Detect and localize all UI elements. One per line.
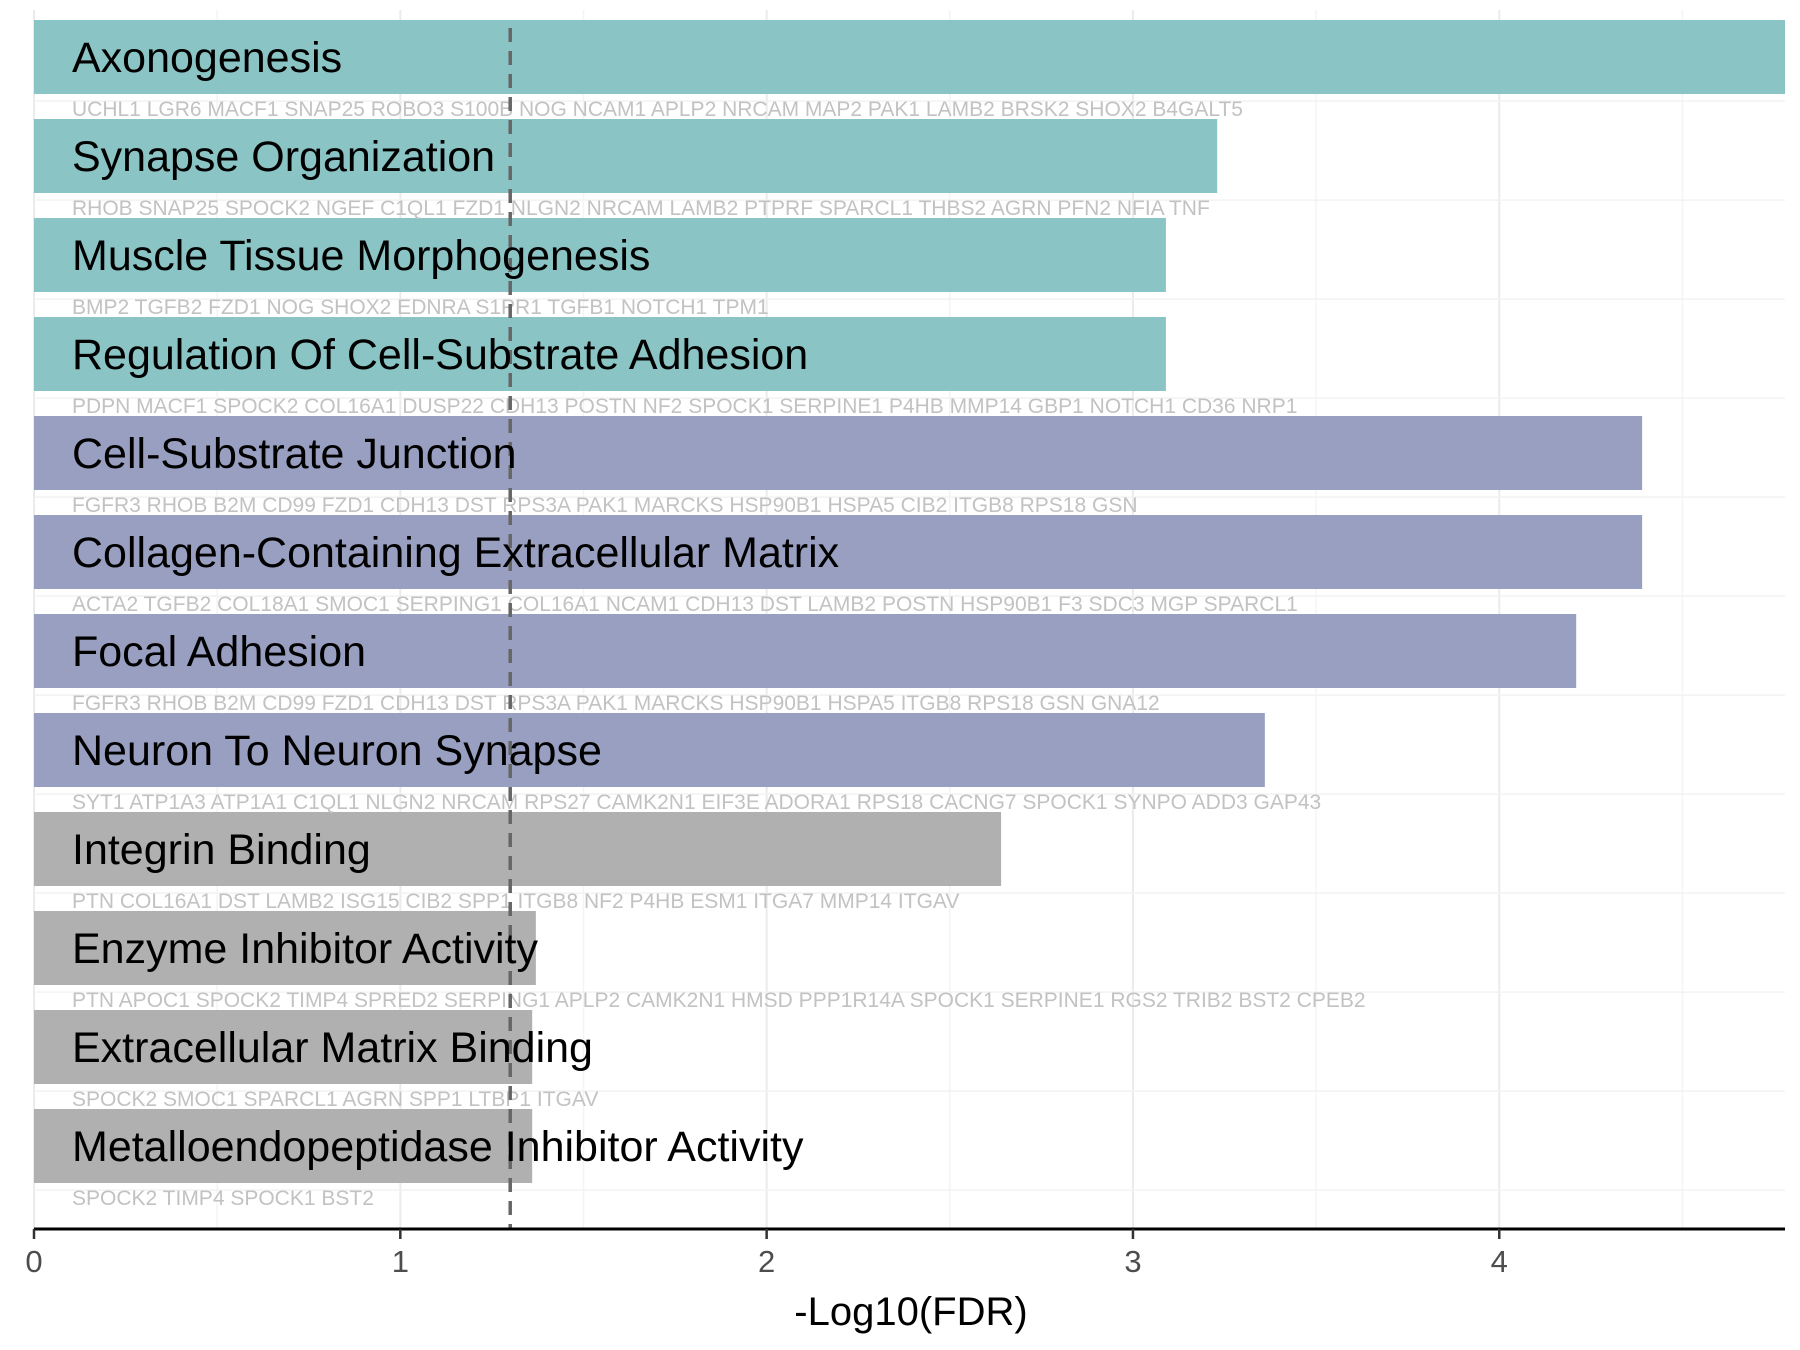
gene-list-label: SPOCK2 SMOC1 SPARCL1 AGRN SPP1 LTBP1 ITG…	[72, 1088, 598, 1111]
term-label: Neuron To Neuron Synapse	[72, 727, 602, 775]
term-labels: Axonogenesis Synapse Organization Muscle T…	[72, 34, 840, 1171]
bar	[34, 1109, 533, 1183]
term-label: Axonogenesis	[72, 34, 342, 82]
gene-list-label: PDPN MACF1 SPOCK2 COL16A1 DUSP22 CDH13 P…	[72, 395, 1297, 418]
gene-list-label: FGFR3 RHOB B2M CD99 FZD1 CDH13 DST RPS3A…	[72, 494, 1138, 517]
gene-list-label: PTN APOC1 SPOCK2 TIMP4 SPRED2 SERPING1 A…	[72, 989, 1366, 1012]
term-label: Regulation Of Cell-Substrate Adhesion	[72, 331, 808, 379]
x-tick-label: 0	[25, 1244, 42, 1279]
bar	[34, 812, 1002, 886]
bar	[34, 1010, 533, 1084]
gene-list-label: UCHL1 LGR6 MACF1 SNAP25 ROBO3 S100B NOG …	[72, 98, 1243, 121]
term-label: Focal Adhesion	[72, 628, 366, 676]
x-axis-title: -Log10(FDR)	[794, 1290, 1027, 1334]
gene-lists: UCHL1 LGR6 MACF1 SNAP25 ROBO3 S100B NOG …	[72, 98, 1366, 1210]
gene-list-label: PTN COL16A1 DST LAMB2 ISG15 CIB2 SPP1 IT…	[72, 890, 959, 913]
bars	[34, 20, 1785, 1183]
x-tick-label: 2	[758, 1244, 775, 1279]
bar	[34, 119, 1218, 193]
bar	[34, 911, 536, 985]
bar	[34, 614, 1577, 688]
term-label: Muscle Tissue Morphogenesis	[72, 232, 650, 280]
x-axis: 0 1 2 3 4	[25, 1227, 1785, 1279]
gene-list-label: SYT1 ATP1A3 ATP1A1 C1QL1 NLGN2 NRCAM RPS…	[72, 791, 1321, 814]
x-tick-label: 4	[1491, 1244, 1508, 1279]
x-tick-label: 3	[1124, 1244, 1141, 1279]
bar	[34, 20, 1785, 94]
bar	[34, 416, 1643, 490]
term-label: Enzyme Inhibitor Activity	[72, 925, 539, 973]
bar	[34, 515, 1643, 589]
term-label: Metalloendopeptidase Inhibitor Activity	[72, 1123, 804, 1171]
grid-lines	[33, 10, 1785, 1229]
gene-list-label: SPOCK2 TIMP4 SPOCK1 BST2	[72, 1187, 374, 1210]
x-tick-label: 1	[392, 1244, 409, 1279]
bar	[34, 713, 1265, 787]
gene-list-label: RHOB SNAP25 SPOCK2 NGEF C1QL1 FZD1 NLGN2…	[72, 197, 1210, 220]
gene-list-label: ACTA2 TGFB2 COL18A1 SMOC1 SERPING1 COL16…	[72, 593, 1298, 616]
bar	[34, 218, 1166, 292]
gene-list-label: BMP2 TGFB2 FZD1 NOG SHOX2 EDNRA S1PR1 TG…	[72, 296, 769, 319]
gene-list-label: FGFR3 RHOB B2M CD99 FZD1 CDH13 DST RPS3A…	[72, 692, 1160, 715]
term-label: Cell-Substrate Junction	[72, 430, 517, 478]
bar	[34, 317, 1166, 391]
term-label: Collagen-Containing Extracellular Matrix	[72, 529, 840, 577]
term-label: Synapse Organization	[72, 133, 495, 181]
term-label: Integrin Binding	[72, 826, 371, 874]
term-label: Extracellular Matrix Binding	[72, 1024, 593, 1072]
